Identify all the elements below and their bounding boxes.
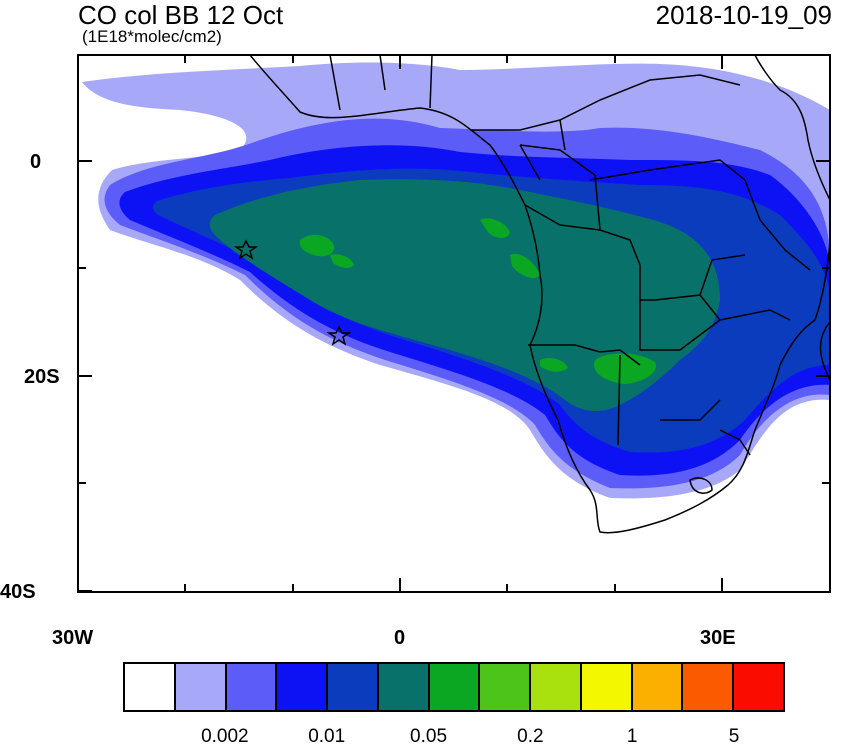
lesotho bbox=[689, 477, 713, 494]
colorbar-swatch bbox=[328, 664, 379, 710]
country-borders bbox=[329, 55, 811, 456]
colorbar-swatch bbox=[226, 664, 278, 710]
colorbar-swatch bbox=[581, 664, 633, 710]
colorbar-label: 0.05 bbox=[410, 726, 448, 747]
axis-ticks bbox=[77, 55, 830, 592]
colorbar-label: 1 bbox=[626, 726, 638, 747]
x-tick-label: 0 bbox=[394, 627, 406, 649]
africa-coastline bbox=[249, 55, 830, 534]
colorbar-swatch bbox=[277, 664, 329, 710]
colorbar-swatch bbox=[125, 664, 176, 710]
map-timestamp: 2018-10-19_09 bbox=[655, 0, 832, 30]
y-tick-label: 0 bbox=[30, 151, 42, 173]
marker-star bbox=[326, 325, 352, 346]
colorbar-swatch bbox=[175, 664, 227, 710]
map-frame bbox=[77, 54, 831, 593]
colorbar-label: 0.01 bbox=[308, 726, 346, 747]
colorbar-swatch bbox=[531, 664, 582, 710]
colorbar-swatch bbox=[632, 664, 684, 710]
colorbar-label: 0.002 bbox=[201, 726, 249, 747]
x-tick-label: 30E bbox=[700, 627, 736, 649]
y-tick-label: 20S bbox=[24, 366, 60, 388]
colorbar-swatch bbox=[378, 664, 430, 710]
colorbar-swatch bbox=[429, 664, 481, 710]
marker-star bbox=[233, 239, 259, 260]
y-tick-label: 40S bbox=[0, 581, 36, 603]
colorbar-label: 5 bbox=[728, 726, 740, 747]
x-tick-label: 30W bbox=[52, 627, 94, 649]
colorbar-label: 0.2 bbox=[517, 726, 544, 747]
colorbar-swatch bbox=[683, 664, 735, 710]
colorbar bbox=[123, 662, 785, 712]
map-units: (1E18*molec/cm2) bbox=[82, 27, 222, 46]
co-layer-teal bbox=[209, 179, 720, 412]
colorbar-swatch bbox=[480, 664, 532, 710]
map-title: CO col BB 12 Oct bbox=[78, 0, 284, 30]
colorbar-swatch bbox=[734, 664, 783, 710]
